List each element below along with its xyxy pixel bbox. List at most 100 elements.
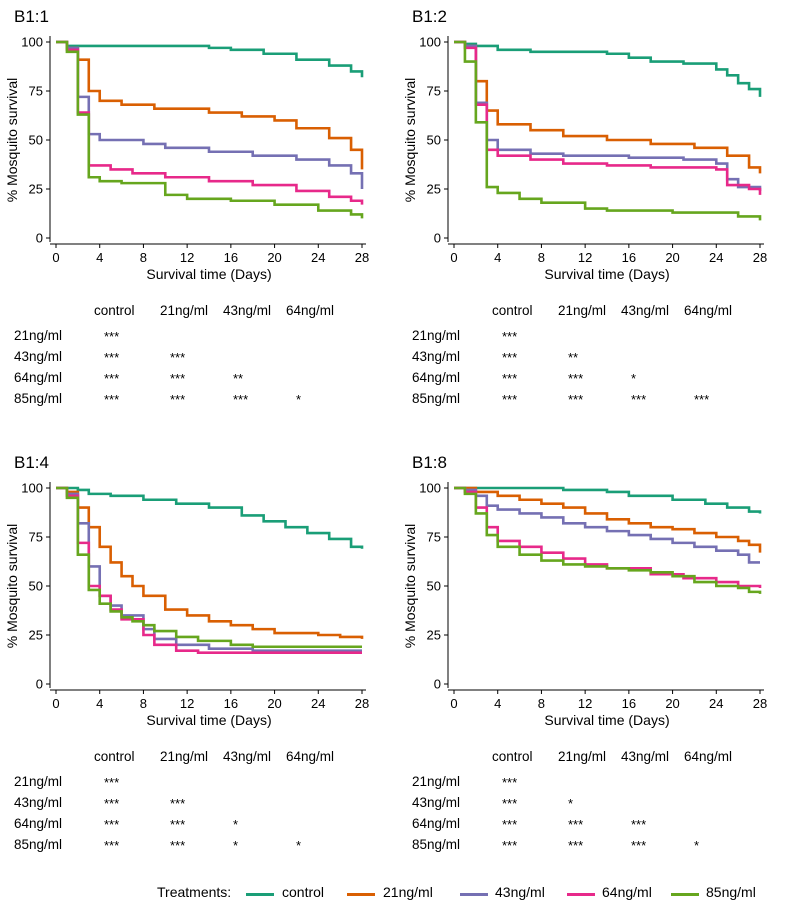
legend-swatch-64 [567, 893, 595, 896]
sig-column-header: 64ng/ml [286, 749, 335, 764]
panel-title: B1:2 [412, 7, 447, 26]
y-tick-label: 75 [29, 530, 43, 545]
panel-title: B1:4 [14, 453, 49, 472]
series-line-21ng-ml [454, 486, 762, 553]
x-tick-label: 4 [96, 250, 103, 265]
sig-cell: *** [170, 796, 186, 811]
x-tick-label: 0 [52, 250, 59, 265]
x-tick-label: 28 [753, 250, 767, 265]
sig-row-label: 43ng/ml [14, 349, 63, 364]
x-tick-label: 20 [267, 250, 281, 265]
sig-cell: *** [104, 817, 120, 832]
x-tick-label: 4 [494, 696, 501, 711]
x-tick-label: 8 [140, 696, 147, 711]
x-tick-label: 28 [355, 696, 369, 711]
sig-column-header: control [94, 303, 135, 318]
x-tick-label: 0 [450, 250, 457, 265]
legend-swatch-21 [347, 893, 375, 896]
x-tick-label: 12 [180, 250, 194, 265]
sig-row-label: 64ng/ml [14, 370, 63, 385]
sig-cell: *** [631, 817, 647, 832]
x-tick-label: 12 [578, 696, 592, 711]
sig-cell: * [296, 392, 302, 407]
sig-cell: *** [104, 329, 120, 344]
sig-cell: *** [568, 838, 584, 853]
sig-row-label: 85ng/ml [14, 837, 63, 852]
sig-row-label: 21ng/ml [14, 774, 63, 789]
y-axis-label: % Mosquito survival [4, 524, 20, 649]
sig-cell: *** [502, 838, 518, 853]
panel-b1-1: B1:1 0 25 50 75 100 0 4 8 12 16 20 24 28 Survival time… [0, 0, 398, 456]
y-tick-label: 100 [21, 481, 43, 496]
sig-column-header: 21ng/ml [160, 303, 209, 318]
sig-cell: *** [170, 838, 186, 853]
x-tick-label: 16 [622, 250, 636, 265]
y-tick-label: 25 [29, 182, 43, 197]
y-tick-label: 100 [419, 35, 441, 50]
series-line-64ng-ml [454, 486, 762, 588]
sig-cell: *** [104, 796, 120, 811]
x-tick-label: 20 [665, 250, 679, 265]
sig-cell: *** [170, 392, 186, 407]
legend: Treatments: control 21ng/ml 43ng/ml 64ng… [0, 878, 797, 908]
sig-row-label: 85ng/ml [14, 391, 63, 406]
y-tick-label: 75 [29, 84, 43, 99]
sig-row-label: 21ng/ml [14, 328, 63, 343]
x-tick-label: 8 [538, 696, 545, 711]
x-axis-label: Survival time (Days) [146, 712, 271, 728]
sig-cell: *** [694, 392, 710, 407]
sig-cell: *** [631, 392, 647, 407]
y-axis-label: % Mosquito survival [4, 78, 20, 203]
chart-b1-4: B1:4 0 25 50 75 100 0 4 8 12 16 20 24 28 Survival time… [4, 453, 369, 728]
x-tick-label: 24 [311, 696, 325, 711]
legend-label-64: 64ng/ml [602, 884, 652, 900]
series-line-control [454, 486, 762, 514]
sig-cell: * [694, 838, 700, 853]
sig-cell: *** [631, 838, 647, 853]
sig-column-header: control [492, 749, 533, 764]
series-line-21ng-ml [56, 40, 364, 170]
y-tick-label: 0 [434, 231, 441, 246]
x-tick-label: 12 [180, 696, 194, 711]
y-tick-label: 50 [427, 133, 441, 148]
sig-row-label: 43ng/ml [412, 349, 461, 364]
y-axis-label: % Mosquito survival [402, 78, 418, 203]
sig-column-header: 64ng/ml [684, 303, 733, 318]
series-line-21ng-ml [56, 486, 364, 639]
y-tick-label: 75 [427, 530, 441, 545]
legend-swatch-43 [460, 893, 488, 896]
y-tick-label: 100 [419, 481, 441, 496]
sig-cell: *** [170, 817, 186, 832]
sig-column-header: control [492, 303, 533, 318]
sig-row-label: 64ng/ml [14, 816, 63, 831]
sig-cell: *** [502, 392, 518, 407]
y-tick-label: 25 [29, 628, 43, 643]
x-tick-label: 16 [224, 696, 238, 711]
y-axis-label: % Mosquito survival [402, 524, 418, 649]
series-line-control [454, 40, 762, 97]
sig-column-header: 21ng/ml [558, 303, 607, 318]
x-axis-label: Survival time (Days) [544, 266, 669, 282]
x-tick-label: 8 [140, 250, 147, 265]
sig-cell: *** [104, 392, 120, 407]
sig-column-header: 43ng/ml [621, 303, 670, 318]
x-tick-label: 24 [709, 250, 723, 265]
y-tick-label: 0 [434, 677, 441, 692]
y-tick-label: 100 [21, 35, 43, 50]
sig-row-label: 64ng/ml [412, 370, 461, 385]
chart-b1-8: B1:8 0 25 50 75 100 0 4 8 12 16 20 24 28 Survival time… [402, 453, 767, 728]
legend-label-21: 21ng/ml [383, 884, 433, 900]
sig-cell: *** [170, 371, 186, 386]
sig-column-header: control [94, 749, 135, 764]
y-tick-label: 50 [29, 133, 43, 148]
chart-b1-1: B1:1 0 25 50 75 100 0 4 8 12 16 20 24 28 Survival time… [4, 7, 369, 282]
sig-cell: *** [104, 838, 120, 853]
sig-cell: * [631, 371, 637, 386]
panel-b1-8: B1:8 0 25 50 75 100 0 4 8 12 16 20 24 28 Survival time… [398, 446, 796, 902]
sig-row-label: 43ng/ml [14, 795, 63, 810]
series-line-43ng-ml [454, 486, 760, 564]
sig-row-label: 21ng/ml [412, 774, 461, 789]
y-tick-label: 50 [29, 579, 43, 594]
sig-cell: *** [233, 392, 249, 407]
sig-cell: ** [233, 371, 244, 386]
